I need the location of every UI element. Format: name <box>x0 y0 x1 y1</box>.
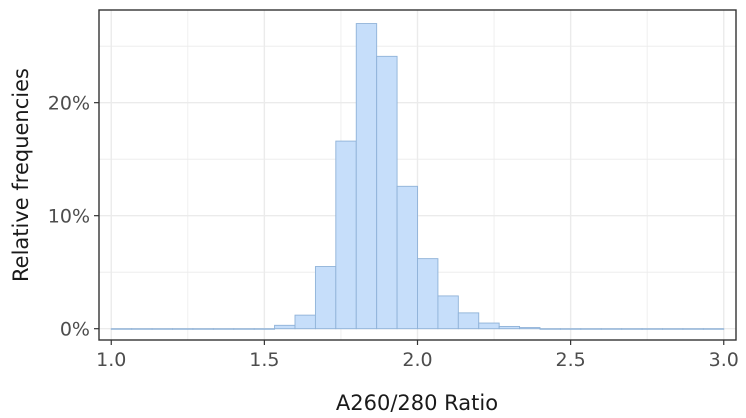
bars-layer <box>110 23 725 330</box>
histogram-bar <box>559 328 582 330</box>
y-tick-label: 10% <box>48 206 90 228</box>
y-tick-label: 0% <box>60 319 90 341</box>
histogram-bar <box>110 328 133 330</box>
histogram-bar <box>539 328 561 330</box>
histogram-bar <box>294 314 316 330</box>
histogram-bar <box>212 328 235 330</box>
histogram-bar <box>621 328 643 330</box>
histogram-bar <box>172 328 194 330</box>
y-axis-title: Relative frequencies <box>9 68 33 282</box>
histogram-bar <box>580 328 602 330</box>
x-tick-label: 1.0 <box>96 349 126 371</box>
histogram-bar <box>396 185 418 330</box>
histogram-bar <box>478 322 500 330</box>
histogram-bar <box>702 328 725 330</box>
x-axis-ticks: 1.0 1.5 2.0 2.5 3.0 <box>96 340 739 371</box>
x-tick-label: 2.5 <box>556 349 586 371</box>
histogram-bar <box>131 328 153 330</box>
histogram-bar <box>335 140 357 330</box>
histogram-bar <box>233 328 255 330</box>
histogram-bar <box>274 324 296 330</box>
histogram-bar <box>253 328 276 330</box>
histogram-bar <box>437 295 459 330</box>
histogram-bar <box>600 328 623 330</box>
y-tick-label: 20% <box>48 93 90 115</box>
histogram-bar <box>417 258 439 330</box>
x-tick-label: 1.5 <box>249 349 279 371</box>
y-axis-ticks: 0% 10% 20% <box>48 93 99 341</box>
histogram-bar <box>519 327 541 330</box>
histogram-bar <box>151 328 173 330</box>
x-tick-label: 3.0 <box>709 349 739 371</box>
histogram-bar <box>498 325 521 330</box>
histogram-bar <box>641 328 663 330</box>
x-tick-label: 2.0 <box>402 349 432 371</box>
histogram-bar <box>192 328 214 330</box>
histogram-bar <box>376 55 398 330</box>
histogram-bar <box>682 328 704 330</box>
histogram-bar <box>314 266 337 330</box>
histogram-bar <box>355 23 378 330</box>
histogram-bar <box>457 312 480 330</box>
x-axis-title: A260/280 Ratio <box>336 391 498 415</box>
histogram-bar <box>662 328 684 330</box>
